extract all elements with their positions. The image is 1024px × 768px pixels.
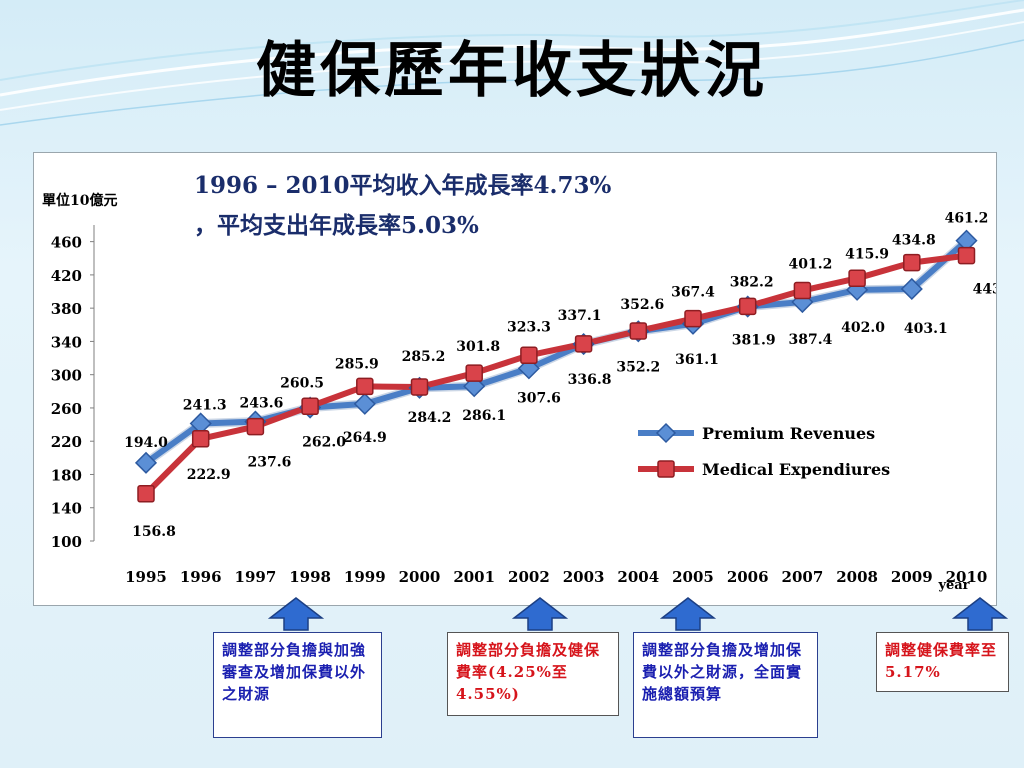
data-label-medical: 337.1 (558, 308, 602, 324)
data-point-medical (629, 322, 648, 340)
data-point-medical (356, 377, 374, 396)
data-label-premium: 403.1 (904, 321, 948, 337)
data-point-medical (957, 246, 976, 265)
data-label-premium: 307.6 (517, 390, 561, 406)
y-tick-label: 340 (51, 333, 82, 351)
up-arrow-icon (660, 597, 716, 631)
unit-label: 單位10億元 (42, 192, 117, 209)
x-tick-label: 1996 (180, 568, 222, 586)
data-point-medical (574, 335, 593, 353)
data-label-medical: 443.2 (973, 282, 996, 298)
data-point-medical (903, 253, 921, 272)
up-arrow-icon (952, 597, 1008, 631)
data-label-premium: 264.9 (343, 430, 387, 446)
data-label-medical: 352.6 (620, 297, 664, 313)
note-box-2002: 調整部分負擔及健保費率(4.25%至4.55%) (447, 632, 619, 716)
data-label-medical: 367.4 (671, 285, 715, 301)
chart-area: 單位10億元 1996 – 2010平均收入年成長率4.73% ，平均支出年成長率5… (33, 152, 997, 606)
data-label-medical: 237.6 (247, 455, 291, 471)
decorative-waves (0, 0, 1024, 126)
data-label-medical: 301.8 (456, 339, 500, 355)
data-label-premium: 381.9 (732, 333, 776, 349)
data-label-premium: 284.2 (408, 410, 452, 426)
data-point-medical (520, 346, 538, 365)
data-label-premium: 402.0 (841, 320, 885, 336)
x-tick-label: 2008 (836, 568, 878, 586)
data-label-medical: 156.8 (132, 524, 176, 540)
y-tick-label: 220 (51, 433, 82, 451)
data-point-medical (301, 397, 319, 416)
y-tick-label: 140 (51, 500, 82, 518)
data-label-premium: 387.4 (788, 332, 832, 348)
data-label-premium: 361.1 (675, 352, 719, 368)
growth-annotation-line2: ，平均支出年成長率5.03% (194, 212, 479, 239)
data-label-premium: 194.0 (124, 435, 168, 451)
data-label-medical: 323.3 (507, 319, 551, 335)
data-label-premium: 260.5 (280, 376, 324, 392)
y-tick-label: 180 (51, 466, 82, 484)
legend-marker-medical (657, 460, 675, 478)
data-label-premium: 461.2 (945, 211, 989, 227)
x-tick-label: 1998 (289, 568, 331, 586)
series-line-medical-expendiures (143, 252, 967, 496)
x-tick-label: 2009 (891, 568, 933, 586)
x-tick-label: 2002 (508, 568, 550, 586)
x-tick-label: 1997 (235, 568, 277, 586)
data-point-premium (353, 392, 376, 415)
growth-annotation-line1: 1996 – 2010平均收入年成長率4.73% (194, 172, 612, 199)
y-tick-label: 260 (51, 400, 82, 418)
note-box-2005: 調整部分負擔及增加保費以外之財源，全面實施總額預算 (633, 632, 818, 738)
data-point-premium (900, 277, 923, 301)
x-tick-label: 2004 (617, 568, 659, 586)
note-box-2010: 調整健保費率至5.17% (876, 632, 1009, 692)
data-label-medical: 285.9 (335, 356, 379, 372)
data-label-premium: 336.8 (568, 372, 612, 388)
data-label-medical: 285.2 (402, 349, 446, 365)
y-tick-label: 380 (51, 300, 82, 318)
data-label-medical: 222.9 (187, 467, 231, 483)
legend-label-premium: Premium Revenues (702, 424, 875, 443)
line-chart: 單位10億元 1996 – 2010平均收入年成長率4.73% ，平均支出年成長率5… (42, 172, 996, 593)
x-tick-label: 2006 (727, 568, 769, 586)
x-tick-label: 2007 (782, 568, 824, 586)
data-point-medical (793, 281, 812, 300)
data-label-premium: 241.3 (183, 397, 227, 413)
x-tick-label: 2005 (672, 568, 714, 586)
y-tick-label: 420 (51, 267, 82, 285)
x-tick-label: 1995 (125, 568, 167, 586)
data-point-medical (848, 269, 866, 288)
data-point-medical (465, 364, 483, 382)
data-label-medical: 434.8 (892, 233, 936, 249)
legend-marker-premium (655, 422, 677, 444)
x-tick-label: 2010 (946, 568, 988, 586)
data-label-premium: 352.2 (616, 359, 660, 375)
data-label-medical: 382.2 (730, 274, 774, 290)
legend-label-medical: Medical Expendiures (702, 460, 890, 479)
data-label-medical: 401.2 (788, 257, 832, 273)
data-point-medical (684, 309, 702, 328)
data-label-medical: 415.9 (845, 246, 889, 262)
up-arrow-icon (512, 597, 568, 631)
data-label-medical: 262.0 (302, 434, 346, 450)
x-tick-label: 2000 (399, 568, 441, 586)
data-label-premium: 286.1 (462, 408, 506, 424)
data-label-premium: 243.6 (239, 396, 283, 412)
x-tick-label: 2003 (563, 568, 605, 586)
up-arrow-icon (268, 597, 324, 631)
y-tick-label: 460 (51, 234, 82, 252)
x-tick-label: 1999 (344, 568, 386, 586)
slide-title: 健保歷年收支狀況 (256, 36, 768, 106)
y-tick-label: 100 (51, 533, 82, 551)
data-point-medical (191, 430, 210, 448)
y-tick-label: 300 (51, 367, 82, 385)
x-axis-label: year (937, 578, 969, 593)
x-tick-label: 2001 (453, 568, 495, 586)
note-box-1996: 調整部分負擔與加強審查及增加保費以外之財源 (213, 632, 382, 738)
data-point-medical (137, 485, 155, 503)
data-point-premium (134, 451, 158, 474)
data-point-medical (246, 417, 265, 436)
data-point-medical (738, 297, 757, 316)
data-point-medical (410, 378, 429, 396)
